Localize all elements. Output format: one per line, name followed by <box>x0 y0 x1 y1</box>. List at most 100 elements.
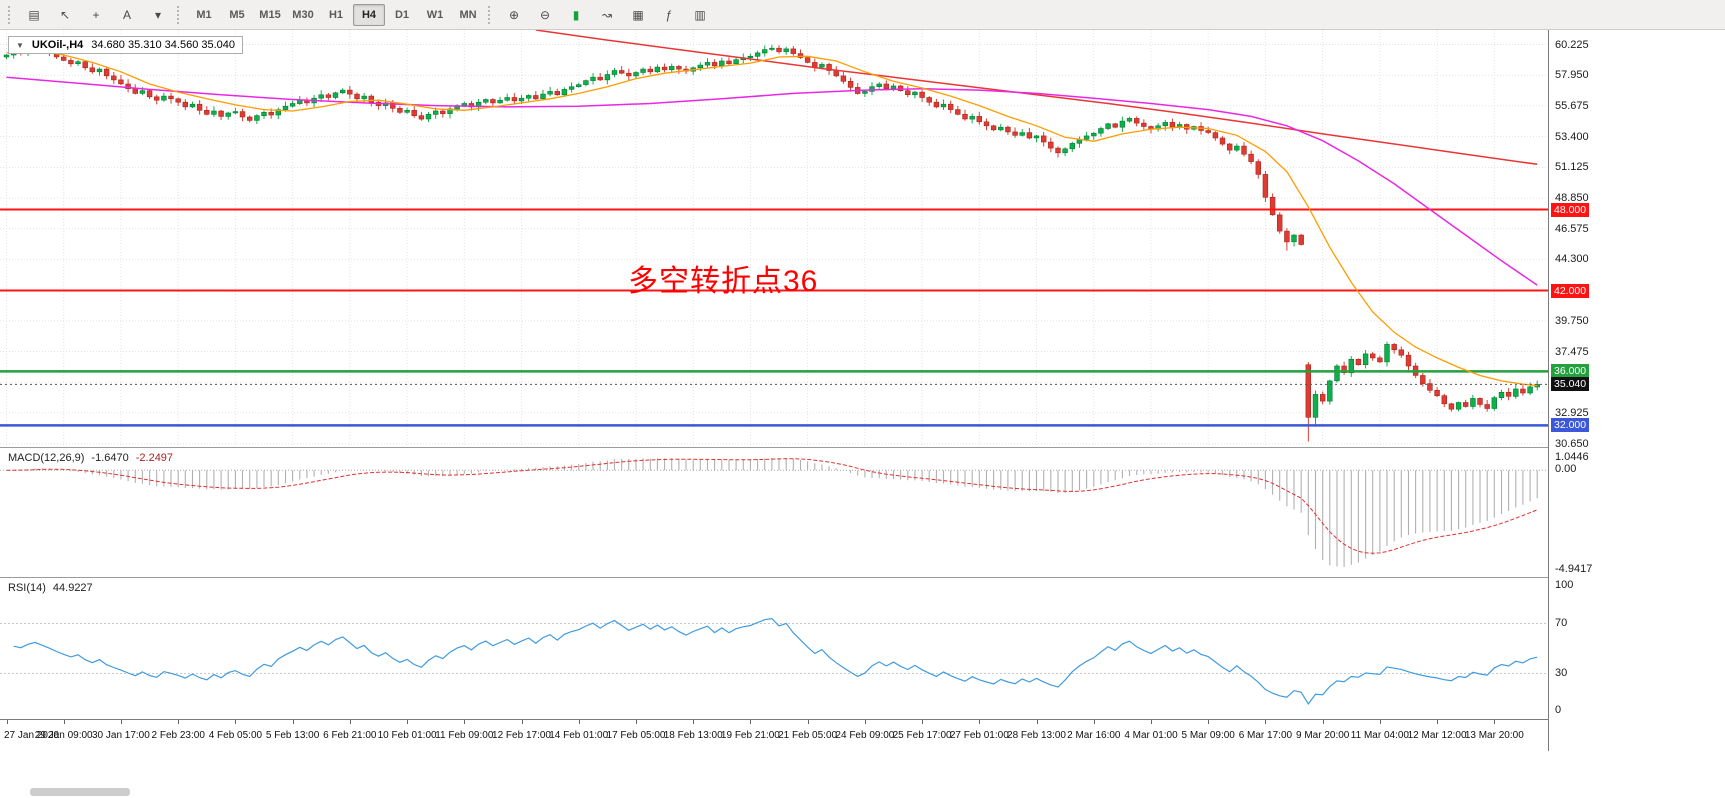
time-tick <box>1437 720 1439 724</box>
macd-label: MACD(12,26,9) -1.6470 -2.2497 <box>8 452 173 464</box>
timeframe-button-m15[interactable]: M15 <box>259 8 281 21</box>
time-tick <box>521 720 523 724</box>
crosshair-icon[interactable]: + <box>92 7 100 22</box>
time-axis-label: 4 Feb 05:00 <box>208 730 263 741</box>
time-axis-label: 24 Feb 09:00 <box>835 730 895 741</box>
toolbar-grip[interactable] <box>488 5 495 24</box>
rsi-panel[interactable]: RSI(14) 44.9227 <box>0 577 1548 719</box>
timeframe-button-m1[interactable]: M1 <box>196 8 212 21</box>
time-tick <box>693 720 695 724</box>
templates-icon[interactable]: ▥ <box>694 7 706 22</box>
status-strip <box>0 751 1725 798</box>
toolbar: ▤ ↖ + A ▾ M1 M5 M15 M30 H1 H4 D1 W1 MN ⊕ ⊖ ▮ ↝ ▦ ƒ ▥ <box>0 0 1725 30</box>
time-axis-label: 12 Mar 12:00 <box>1407 730 1467 741</box>
time-tick <box>292 720 294 724</box>
time-axis-label: 18 Feb 13:00 <box>663 730 723 741</box>
time-tick <box>120 720 122 724</box>
time-tick <box>578 720 580 724</box>
main-chart-panel[interactable]: ▼ UKOil-,H4 34.680 35.310 34.560 35.040 … <box>0 30 1548 447</box>
macd-panel[interactable]: MACD(12,26,9) -1.6470 -2.2497 <box>0 447 1548 577</box>
macd-axis-label: 0.00 <box>1555 463 1577 476</box>
time-axis-label: 4 Mar 01:00 <box>1124 730 1178 741</box>
macd-signal-value: -2.2497 <box>135 452 174 464</box>
time-axis-label: 6 Mar 17:00 <box>1238 730 1293 741</box>
time-tick <box>1379 720 1381 724</box>
price-chart-canvas[interactable] <box>0 30 1548 447</box>
menu-grid-icon[interactable]: ▤ <box>28 7 40 22</box>
rsi-axis-label: 100 <box>1555 579 1574 591</box>
toolbar-right-group: ⊕ ⊖ ▮ ↝ ▦ ƒ ▥ <box>499 4 715 26</box>
toolbar-grip[interactable] <box>8 5 15 24</box>
time-axis-label: 28 Feb 13:00 <box>1007 730 1066 741</box>
price-axis-label: 44.300 <box>1555 253 1589 266</box>
line-chart-icon[interactable]: ↝ <box>601 7 613 22</box>
macd-axis-label: -4.9417 <box>1555 563 1593 575</box>
time-tick <box>407 720 409 724</box>
time-tick <box>178 720 180 724</box>
time-axis-label: 10 Feb 01:00 <box>377 730 437 741</box>
time-tick <box>1036 720 1038 724</box>
time-tick <box>1265 720 1267 724</box>
price-axis-label: 60.225 <box>1555 38 1589 51</box>
price-axis-label: 57.950 <box>1555 69 1589 82</box>
candlestick-chart-icon[interactable]: ▮ <box>572 7 580 22</box>
price-level-tag: 32.000 <box>1551 418 1590 433</box>
time-tick <box>1093 720 1095 724</box>
time-axis-label: 6 Feb 21:00 <box>323 730 377 741</box>
tile-windows-icon[interactable]: ▦ <box>632 7 644 22</box>
price-axis-label: 53.400 <box>1555 130 1589 143</box>
time-axis-label: 21 Feb 05:00 <box>778 730 838 741</box>
rsi-name: RSI(14) <box>8 582 46 594</box>
cursor-icon[interactable]: ↖ <box>59 7 71 22</box>
time-tick <box>6 720 8 724</box>
zoom-out-icon[interactable]: ⊖ <box>539 7 551 22</box>
rsi-axis-label: 30 <box>1555 666 1568 679</box>
time-axis-label: 2 Mar 16:00 <box>1067 730 1121 741</box>
price-axis-label: 55.675 <box>1555 99 1589 112</box>
price-level-tag: 42.000 <box>1551 283 1590 298</box>
time-axis-label: 13 Mar 20:00 <box>1464 730 1524 741</box>
horizontal-scrollbar-thumb[interactable] <box>30 788 130 796</box>
current-price-tag: 35.040 <box>1551 377 1590 392</box>
time-tick <box>349 720 351 724</box>
chart-title-box: ▼ UKOil-,H4 34.680 35.310 34.560 35.040 <box>8 36 244 54</box>
toolbar-left-group: ▤ ↖ + A ▾ <box>19 4 173 26</box>
time-axis-label: 5 Mar 09:00 <box>1181 730 1235 741</box>
indicators-icon[interactable]: ƒ <box>665 7 673 22</box>
time-axis-label: 29 Jan 09:00 <box>34 730 93 741</box>
price-axis-label: 39.750 <box>1555 314 1589 327</box>
timeframe-button-m5[interactable]: M5 <box>229 8 245 21</box>
time-axis-label: 19 Feb 21:00 <box>720 730 780 741</box>
chart-ohlc-values: 34.680 35.310 34.560 35.040 <box>91 39 236 51</box>
time-tick <box>636 720 637 724</box>
timeframe-button-h1[interactable]: H1 <box>328 8 344 21</box>
one-click-trading-collapse-icon[interactable]: ▼ <box>16 40 24 50</box>
timeframe-button-m30[interactable]: M30 <box>292 8 314 21</box>
price-axis-label: 46.575 <box>1555 222 1589 235</box>
time-axis-label: 2 Feb 23:00 <box>151 730 205 741</box>
time-axis[interactable]: 27 Jan 2020 29 Jan 09:00 30 Jan 17:00 2 Feb… <box>0 719 1548 752</box>
price-level-tag: 48.000 <box>1551 202 1590 217</box>
timeframe-button-d1[interactable]: D1 <box>394 8 410 21</box>
text-tool-icon[interactable]: A <box>122 7 131 22</box>
time-tick <box>1151 720 1152 724</box>
price-axis[interactable]: 60.225 57.950 55.675 53.400 51.125 48.850 46.5… <box>1548 30 1725 751</box>
time-axis-label: 25 Feb 17:00 <box>892 730 952 741</box>
time-axis-label: 17 Feb 05:00 <box>606 730 666 741</box>
time-axis-label: 11 Mar 04:00 <box>1350 730 1409 741</box>
time-tick <box>235 720 237 724</box>
macd-name: MACD(12,26,9) <box>8 452 85 464</box>
time-axis-label: 14 Feb 01:00 <box>549 730 609 741</box>
toolbar-grip[interactable] <box>177 5 184 24</box>
time-axis-label: 12 Feb 17:00 <box>492 730 551 741</box>
time-tick <box>864 720 866 724</box>
drawing-tools-dropdown-icon[interactable]: ▾ <box>154 7 162 22</box>
timeframe-button-w1[interactable]: W1 <box>426 8 444 21</box>
zoom-in-icon[interactable]: ⊕ <box>508 7 520 22</box>
rsi-canvas[interactable] <box>0 578 1548 719</box>
macd-canvas[interactable] <box>0 448 1548 577</box>
timeframe-button-h4[interactable]: H4 <box>353 3 385 26</box>
price-axis-label: 32.925 <box>1555 406 1589 419</box>
timeframe-button-mn[interactable]: MN <box>459 8 477 21</box>
